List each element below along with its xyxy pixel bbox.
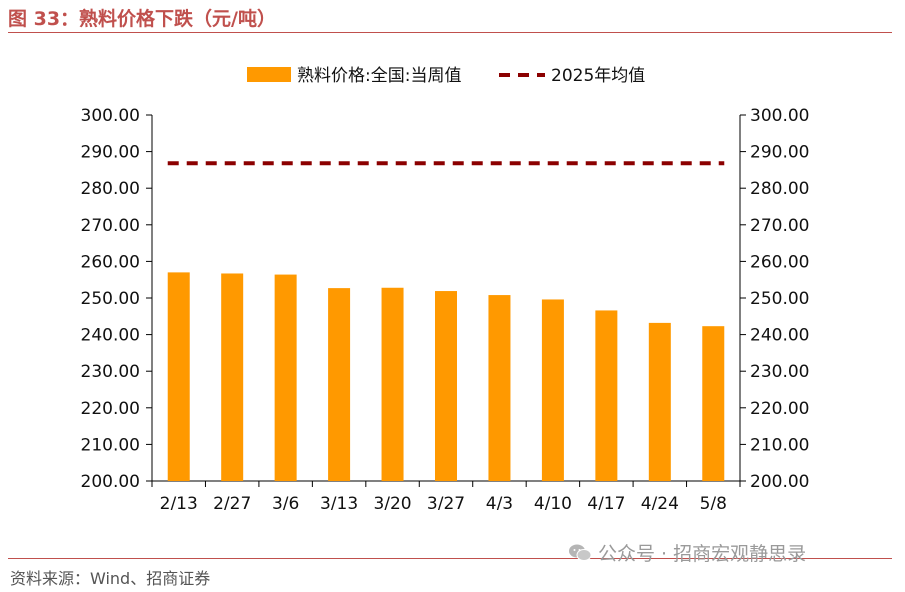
right-y-tick-label: 300.00	[750, 106, 809, 126]
bar	[488, 295, 511, 481]
x-tick-label: 3/6	[272, 494, 299, 510]
x-tick-label: 4/24	[641, 494, 679, 510]
bar	[541, 299, 564, 481]
tick-labels: 200.00 200.00 210.00 210.00 220.00 220.00 230.…	[81, 106, 810, 510]
bar	[381, 287, 404, 481]
wechat-icon	[569, 544, 592, 561]
left-y-tick-label: 220.00	[81, 399, 140, 419]
x-tick-label: 2/13	[160, 494, 198, 510]
source-note: 资料来源：Wind、招商证券	[10, 569, 211, 588]
title-divider	[8, 32, 892, 33]
x-tick-label: 4/17	[587, 494, 625, 510]
legend-label-avg-line: 2025年均值	[551, 66, 645, 86]
bars-group	[167, 272, 725, 481]
left-y-tick-label: 290.00	[81, 143, 140, 163]
x-tick-label: 4/3	[486, 494, 513, 510]
x-tick-label: 3/20	[373, 494, 411, 510]
right-y-tick-label: 240.00	[750, 326, 809, 346]
watermark-text: 公众号 · 招商宏观静思录	[598, 543, 807, 565]
left-y-tick-label: 210.00	[81, 435, 140, 455]
legend-swatch-bar	[247, 67, 291, 82]
chart-title: 图 33：熟料价格下跌（元/吨）	[8, 8, 276, 30]
left-y-tick-label: 200.00	[81, 472, 140, 492]
right-y-tick-label: 250.00	[750, 289, 809, 309]
right-y-tick-label: 220.00	[750, 399, 809, 419]
left-y-tick-label: 240.00	[81, 326, 140, 346]
right-y-tick-label: 230.00	[750, 362, 809, 382]
x-tick-label: 5/8	[700, 494, 727, 510]
bar	[167, 272, 190, 481]
right-y-tick-label: 280.00	[750, 179, 809, 199]
legend-label-bar: 熟料价格:全国:当周值	[297, 65, 461, 86]
x-tick-label: 3/13	[320, 494, 358, 510]
bar	[328, 288, 351, 481]
bar	[274, 274, 297, 481]
left-y-tick-label: 280.00	[81, 179, 140, 199]
left-y-tick-label: 250.00	[81, 289, 140, 309]
x-tick-label: 4/10	[534, 494, 572, 510]
right-y-tick-label: 270.00	[750, 216, 809, 236]
bar	[702, 326, 725, 481]
right-y-tick-label: 210.00	[750, 435, 809, 455]
bar	[435, 291, 457, 481]
bar	[648, 322, 671, 481]
left-y-tick-label: 300.00	[81, 106, 140, 126]
bar	[595, 310, 618, 481]
bar-chart: 熟料价格:全国:当周值 2025年均值 200.00 200.00 210.00 21…	[81, 65, 810, 510]
right-y-tick-label: 290.00	[750, 143, 809, 163]
x-tick-label: 2/27	[213, 494, 251, 510]
legend: 熟料价格:全国:当周值 2025年均值	[247, 65, 645, 86]
footer-divider	[8, 558, 892, 559]
watermark: 公众号 · 招商宏观静思录	[568, 539, 806, 566]
left-y-tick-label: 260.00	[81, 252, 140, 272]
right-y-tick-label: 200.00	[750, 472, 809, 492]
bar	[221, 273, 244, 481]
left-y-tick-label: 230.00	[81, 362, 140, 382]
left-y-tick-label: 270.00	[81, 216, 140, 236]
x-tick-label: 3/27	[427, 494, 465, 510]
right-y-tick-label: 260.00	[750, 252, 809, 272]
